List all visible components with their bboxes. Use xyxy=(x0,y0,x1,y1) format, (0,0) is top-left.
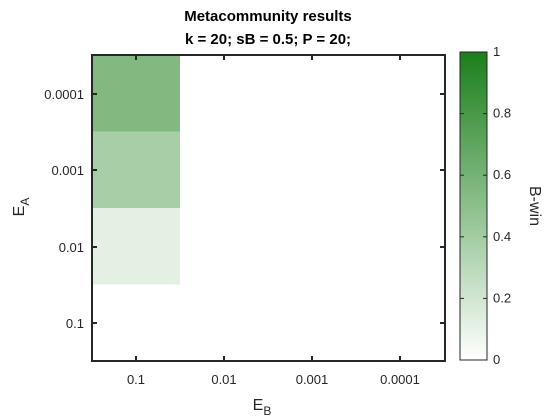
y-ticks: 0.0001 0.001 0.01 0.1 xyxy=(44,87,445,331)
y-axis-label-main: E xyxy=(11,206,28,217)
heatmap-cell xyxy=(92,55,180,132)
colorbar-label: B-win xyxy=(526,186,543,226)
chart-title: Metacommunity results xyxy=(184,8,352,25)
x-axis-label-sub: B xyxy=(263,404,271,418)
y-tick-label: 0.01 xyxy=(59,240,84,255)
x-tick-label: 0.01 xyxy=(211,372,236,387)
x-axis-label: EB xyxy=(253,397,272,418)
x-ticks: 0.1 0.01 0.001 0.0001 xyxy=(127,55,420,387)
colorbar-tick-label: 1 xyxy=(493,44,500,59)
x-tick-label: 0.001 xyxy=(296,372,329,387)
y-tick-label: 0.001 xyxy=(51,163,84,178)
heatmap-cells xyxy=(92,55,180,285)
x-tick-label: 0.0001 xyxy=(380,372,420,387)
colorbar-tick-label: 0.4 xyxy=(493,229,511,244)
y-axis-label: EA xyxy=(11,198,32,217)
heatmap-cell xyxy=(92,131,180,208)
x-axis-label-main: E xyxy=(253,397,264,414)
colorbar-tick-label: 0.8 xyxy=(493,106,511,121)
chart-subtitle: k = 20; sB = 0.5; P = 20; xyxy=(185,31,351,48)
x-tick-label: 0.1 xyxy=(127,372,145,387)
colorbar-ticks: 0 0.2 0.4 0.6 0.8 1 xyxy=(460,44,511,367)
colorbar-tick-label: 0 xyxy=(493,352,500,367)
y-tick-label: 0.0001 xyxy=(44,87,84,102)
plot-frame xyxy=(91,54,446,362)
colorbar-tick-label: 0.2 xyxy=(493,290,511,305)
heatmap-cell xyxy=(92,208,180,285)
y-tick-label: 0.1 xyxy=(66,316,84,331)
colorbar xyxy=(459,51,488,361)
y-axis-label-sub: A xyxy=(18,198,32,206)
colorbar-tick-label: 0.6 xyxy=(493,167,511,182)
